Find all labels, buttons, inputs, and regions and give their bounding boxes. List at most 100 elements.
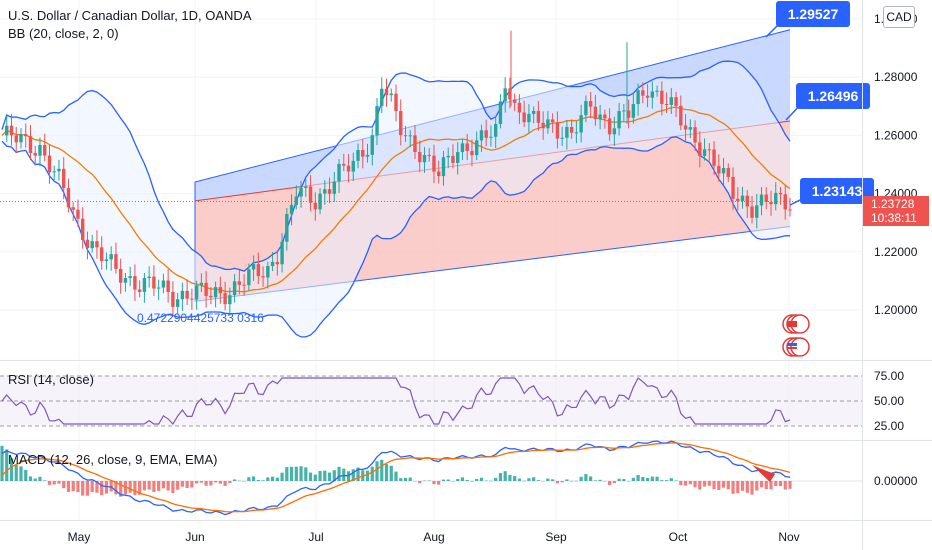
macd-histogram-bar xyxy=(19,466,23,481)
main-price-pane[interactable]: 0.4722904425733 0316 1.29527 1.26496 1.2314… xyxy=(0,0,874,520)
candle-body xyxy=(712,149,716,166)
macd-histogram-bar xyxy=(603,481,607,482)
callout-value: 1.23143 xyxy=(812,183,863,199)
candle-body xyxy=(550,119,555,123)
macd-histogram-bar xyxy=(589,476,593,481)
candle-body xyxy=(679,105,683,126)
candle-body xyxy=(95,241,99,248)
candle-body xyxy=(612,128,617,135)
candle-body xyxy=(5,125,9,136)
price-tick-label: 1.28000 xyxy=(874,70,918,84)
candle-body xyxy=(99,247,104,262)
macd-histogram-bar xyxy=(332,470,336,481)
candle-body xyxy=(474,140,479,156)
candle-body xyxy=(460,143,465,153)
candle-body xyxy=(247,269,251,286)
macd-histogram-bar xyxy=(612,481,616,484)
candle-body xyxy=(90,241,94,249)
candle-body xyxy=(308,186,313,203)
candle-body xyxy=(166,280,170,293)
callout-box xyxy=(776,1,850,27)
currency-button[interactable]: CAD xyxy=(883,6,915,28)
candle-body xyxy=(479,130,484,141)
candle-body xyxy=(156,287,161,289)
candle-body xyxy=(171,292,175,307)
candle-body xyxy=(71,207,75,210)
candle-body xyxy=(266,266,270,278)
macd-histogram-bar xyxy=(399,478,403,481)
candle-body xyxy=(213,287,218,298)
candle-body xyxy=(33,152,37,156)
candle-body xyxy=(522,112,526,123)
candle-body xyxy=(152,276,156,289)
candle-body xyxy=(128,276,132,279)
candle-body xyxy=(569,126,574,133)
callout-lower[interactable]: 1.23143 xyxy=(789,178,874,206)
macd-histogram-bar xyxy=(536,480,541,481)
macd-histogram-bar xyxy=(199,481,203,483)
macd-histogram-bar xyxy=(617,478,621,481)
economic-events-group[interactable] xyxy=(782,314,810,357)
macd-histogram-bar xyxy=(351,469,355,481)
last-price-value: 1.23728 xyxy=(871,197,915,211)
macd-histogram-bar xyxy=(403,477,408,481)
time-axis[interactable]: May Jun Jul Aug Sep Oct Nov xyxy=(68,530,800,544)
candle-body xyxy=(270,261,275,267)
macd-histogram-bar xyxy=(441,479,446,481)
macd-histogram-bar xyxy=(631,477,635,481)
candle-body xyxy=(674,97,678,106)
candle-body xyxy=(323,189,327,194)
rsi-pane[interactable] xyxy=(0,375,862,427)
candle-body xyxy=(218,287,223,294)
candle-body xyxy=(118,268,123,283)
macd-histogram-bar xyxy=(152,481,156,492)
macd-histogram-bar xyxy=(209,481,213,486)
candle-body xyxy=(451,155,455,163)
macd-histogram-bar xyxy=(717,481,721,491)
rsi-label: RSI (14, close) xyxy=(8,372,94,387)
macd-histogram-bar xyxy=(650,476,654,481)
macd-histogram-bar xyxy=(356,467,360,481)
candle-body xyxy=(232,281,237,296)
macd-histogram-bar xyxy=(517,478,522,481)
macd-histogram-bar xyxy=(593,480,597,481)
macd-histogram-bar xyxy=(43,480,47,481)
candle-body xyxy=(313,202,318,210)
callout-middle[interactable]: 1.26496 xyxy=(785,83,870,121)
candle-body xyxy=(237,281,242,285)
candle-body xyxy=(142,278,147,292)
macd-histogram-bar xyxy=(551,479,555,481)
macd-histogram-bar xyxy=(289,466,294,481)
macd-histogram-bar xyxy=(218,481,222,484)
macd-histogram-bar xyxy=(413,481,417,482)
macd-histogram-bar xyxy=(451,481,455,482)
macd-histogram-bar xyxy=(370,466,374,481)
candle-body xyxy=(133,276,137,290)
time-tick-label: Jul xyxy=(308,530,323,544)
candle-body xyxy=(546,119,550,129)
macd-histogram-bar xyxy=(214,481,218,483)
candle-body xyxy=(19,134,23,143)
candle-body xyxy=(332,181,336,194)
last-price-badge-bg xyxy=(863,196,929,226)
macd-histogram-bar xyxy=(104,481,109,494)
channel-upper-line xyxy=(194,29,791,183)
macd-histogram-bar xyxy=(475,479,479,481)
macd-histogram-bar xyxy=(81,481,85,496)
macd-pane[interactable] xyxy=(0,440,862,516)
candle-body xyxy=(62,168,66,189)
time-tick-label: Aug xyxy=(423,530,444,544)
candle-body xyxy=(294,196,299,205)
macd-histogram-bar xyxy=(256,479,260,481)
macd-histogram-bar xyxy=(389,465,393,481)
candle-body xyxy=(38,144,42,156)
candle-body xyxy=(137,289,142,292)
macd-histogram-bar xyxy=(726,481,730,490)
candle-body xyxy=(593,106,598,120)
macd-histogram-bar xyxy=(674,480,678,482)
callout-upper[interactable]: 1.29527 xyxy=(765,1,850,38)
candle-body xyxy=(750,206,754,218)
macd-histogram-bar xyxy=(446,479,450,481)
